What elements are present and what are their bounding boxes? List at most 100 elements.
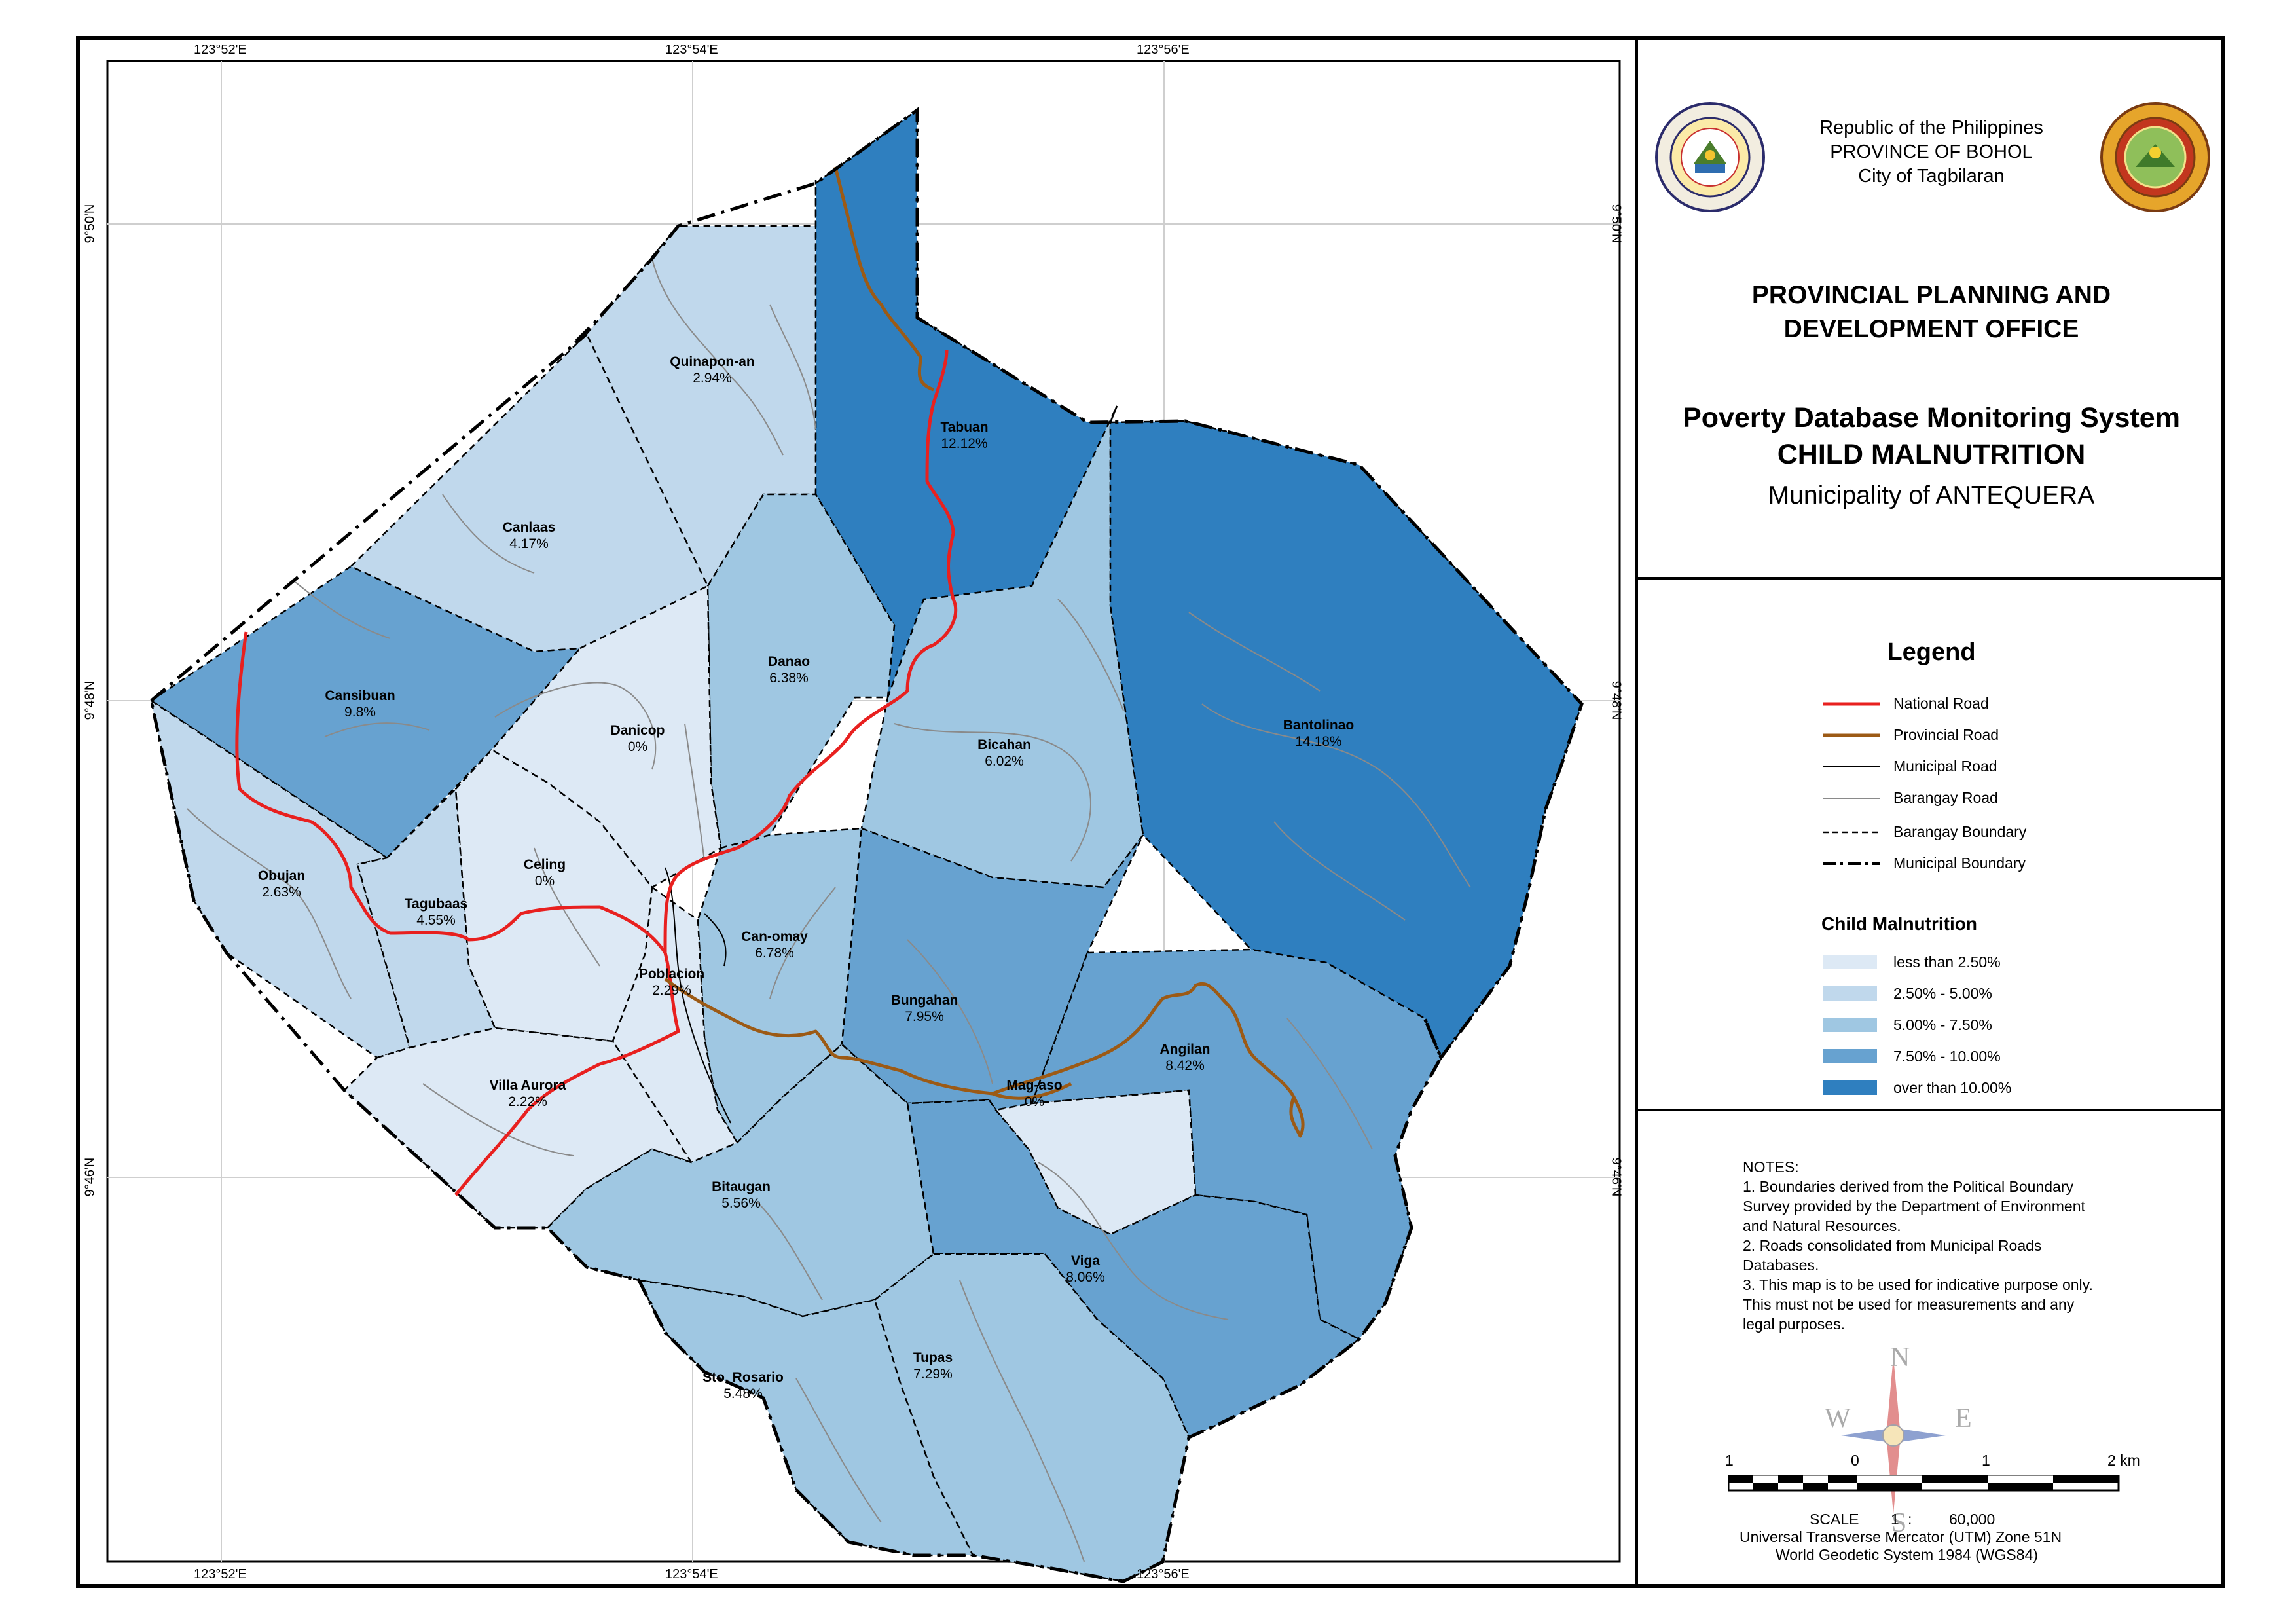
system-title: Poverty Database Monitoring System [1683,402,2180,434]
barangay-tupas [873,1253,1190,1583]
municipal-roads [665,867,731,1124]
city-line: City of Tagbilaran [1858,166,2005,187]
map-panel: 123°52'E 123°54'E 123°56'E 123°52'E 123°… [76,36,1635,1588]
municipal-boundary [149,107,1584,1583]
barangay-bitaugan [546,1043,935,1318]
class-label: 5.00% - 7.50% [1893,1016,1992,1033]
barangay-sto-rosario [637,1279,975,1557]
class-swatch-3 [1823,1049,1877,1063]
class-label: less than 2.50% [1893,953,2001,970]
barangay-label: Poblacion 2.29% [638,967,705,998]
note-item: 1. Boundaries derived from the Political… [1743,1178,2085,1234]
side-panel: Republic of the Philippines PROVINCE OF … [1635,36,2225,1588]
barangay-label: Cansibuan 9.8% [325,688,395,720]
province-line: PROVINCE OF BOHOL [1830,141,2033,162]
legend-label: National Road [1893,695,1989,712]
barangay-label: Bitaugan 5.56% [712,1179,771,1211]
barangay-label: Mag-aso 0% [1006,1078,1063,1109]
legend-label: Provincial Road [1893,726,1999,743]
lat-label-left-3: 9°46'N [82,1157,98,1197]
datum-text: World Geodetic System 1984 (WGS84) [1776,1546,2038,1563]
topic-title: CHILD MALNUTRITION [1777,439,2086,470]
office-title: PROVINCIAL PLANNING AND DEVELOPMENT OFFI… [1751,281,2111,343]
class-label: 2.50% - 5.00% [1893,985,1992,1002]
republic-header: Republic of the Philippines PROVINCE OF … [1638,116,2225,189]
lat-label-left-1: 9°50'N [82,204,98,244]
national-road [235,350,958,1196]
barangay-label: Bantolinao 14.18% [1283,718,1355,749]
barangay-label: Angilan 8.42% [1159,1042,1211,1073]
class-swatch-4 [1823,1080,1877,1095]
lon-label-top-1: 123°52'E [194,43,247,57]
legend-label: Barangay Boundary [1893,823,2027,840]
barangay-label: Danao 6.38% [767,654,811,686]
scale-tick-label: 2 km [2107,1452,2140,1469]
lat-label-right-3: 9°46'N [1609,1157,1624,1197]
barangay-mag-aso [994,1089,1197,1236]
barangay-label: Villa Aurora 2.22% [489,1078,566,1109]
barangay-canlaas [349,332,709,653]
barangay-label: Bicahan 6.02% [977,737,1031,769]
compass-w: W [1825,1403,1851,1433]
barangay-label: Celing 0% [523,857,566,889]
scale-ratio-sep: : [1908,1511,1912,1528]
lon-label-bottom-1: 123°52'E [194,1567,247,1581]
scale-bar [1728,1475,2120,1492]
barangay-viga [906,1099,1361,1439]
compass-s: S [1891,1508,1907,1538]
class-label: over than 10.00% [1893,1079,2012,1096]
lat-label-right-1: 9°50'N [1609,204,1624,244]
barangay-roads [187,258,1471,1562]
barangay-label: Tabuan 12.12% [940,420,989,451]
thematic-map [106,60,1621,1583]
notes: NOTES: 1. Boundaries derived from the Po… [1743,1157,2109,1334]
barangay-label: Obujan 2.63% [257,868,306,900]
legend-title: Legend [1887,638,1976,666]
lon-label-bottom-3: 123°56'E [1137,1567,1190,1581]
scale-ratio-right: 60,000 [1949,1511,1995,1528]
barangay-label: Sto. Rosario 5.48% [702,1370,784,1401]
legend-label: Municipal Boundary [1893,855,2026,872]
projection-text: Universal Transverse Mercator (UTM) Zone… [1740,1528,2062,1545]
barangay-polygons [149,108,1583,1583]
barangay-bantolinao [1109,420,1583,1060]
lon-label-top-3: 123°56'E [1137,43,1190,57]
barangay-label: Tupas 7.29% [913,1350,953,1382]
class-swatch-0 [1823,955,1877,969]
class-label: 7.50% - 10.00% [1893,1048,2001,1065]
barangay-label: Bungahan 7.95% [890,993,958,1024]
notes-block: NOTES: 1. Boundaries derived from the Po… [1638,1111,2225,1588]
legend-line-symbols [1823,702,1880,865]
compass-n: N [1890,1342,1910,1373]
lon-label-bottom-2: 123°54'E [665,1567,718,1581]
title-block: Republic of the Philippines PROVINCE OF … [1638,36,2225,580]
scale-tick-label: 0 [1851,1452,1859,1469]
notes-heading: NOTES: [1743,1158,1799,1175]
barangay-bungahan [841,827,1144,1111]
barangay-label: Danicop 0% [610,723,665,754]
map-title: Poverty Database Monitoring System CHILD… [1638,399,2225,473]
scale-tick-label: 1 [1725,1452,1734,1469]
legend: Legend National Road Provincial Road Mun… [1638,580,2225,1111]
barangay-label: Viga 8.06% [1066,1253,1105,1285]
antequera-seal-icon [2100,102,2210,212]
barangay-label: Tagubaas 4.55% [404,896,468,928]
barangay-label: Quinapon-an 2.94% [670,354,755,386]
class-swatch-2 [1823,1018,1877,1032]
compass-e: E [1955,1403,1972,1433]
lat-label-left-2: 9°48'N [82,680,98,720]
bohol-seal-icon [1655,102,1765,212]
republic-line: Republic of the Philippines [1819,117,2043,138]
legend-label: Barangay Road [1893,789,1998,806]
barangay-label: Can-omay 6.78% [741,929,808,961]
legend-classes-title: Child Malnutrition [1821,913,1977,934]
lat-label-right-2: 9°48'N [1609,680,1624,720]
provincial-road [664,166,1305,1138]
note-item: 2. Roads consolidated from Municipal Roa… [1743,1237,2042,1274]
note-item: 3. This map is to be used for indicative… [1743,1276,2093,1333]
barangay-label: Canlaas 4.17% [502,520,556,551]
scale-text: SCALE [1810,1511,1859,1528]
legend-label: Municipal Road [1893,758,1997,775]
lon-label-top-2: 123°54'E [665,43,718,57]
compass-rose-icon [1841,1357,1946,1514]
